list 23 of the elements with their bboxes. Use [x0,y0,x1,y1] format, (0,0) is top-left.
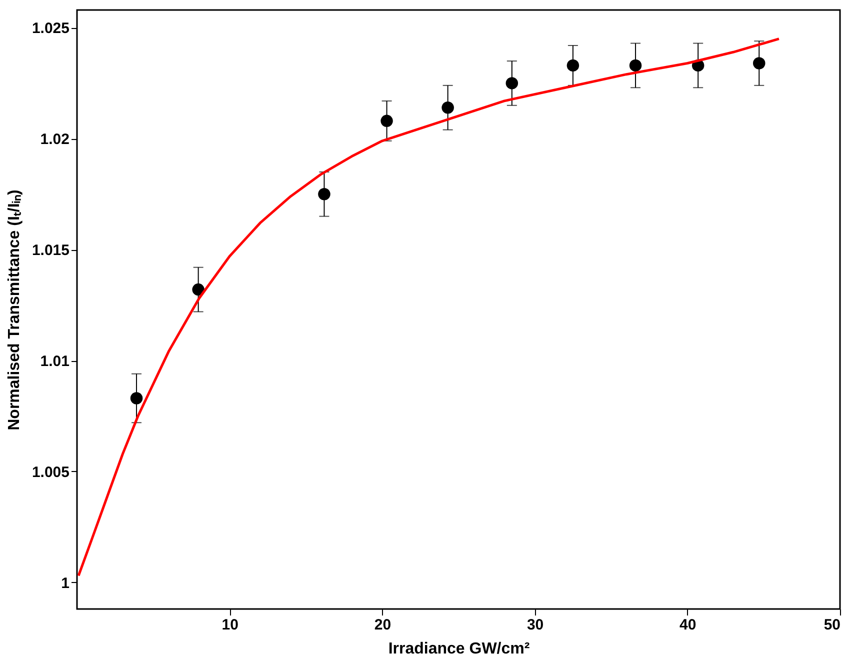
point [442,102,454,114]
line-series [77,38,780,577]
x-tick-label: 10 [222,616,238,634]
x-tick-label: 30 [526,616,544,634]
y-tick-label: 1.02 [40,131,70,148]
y-tick-label: 1 [61,574,70,592]
point [380,114,393,128]
point [753,57,766,70]
point [629,59,642,72]
y-axis-title: Normalised Transmittance (Iₜ/Iᵢₙ) [6,190,23,430]
point [506,77,518,90]
x-tick-label: 20 [374,616,392,634]
point [318,188,330,200]
point [566,59,580,72]
y-tick-label: 1.025 [32,20,70,38]
y-tick-label: 1.01 [40,353,70,370]
y-tick-label: 1.015 [32,242,70,260]
x-axis-title: Irradiance GW/cm² [388,640,530,658]
point [130,392,143,404]
x-tick-label: 50 [824,616,840,634]
x-tick-label: 40 [680,616,696,634]
y-tick-label: 1.005 [32,464,70,481]
point [192,283,204,296]
